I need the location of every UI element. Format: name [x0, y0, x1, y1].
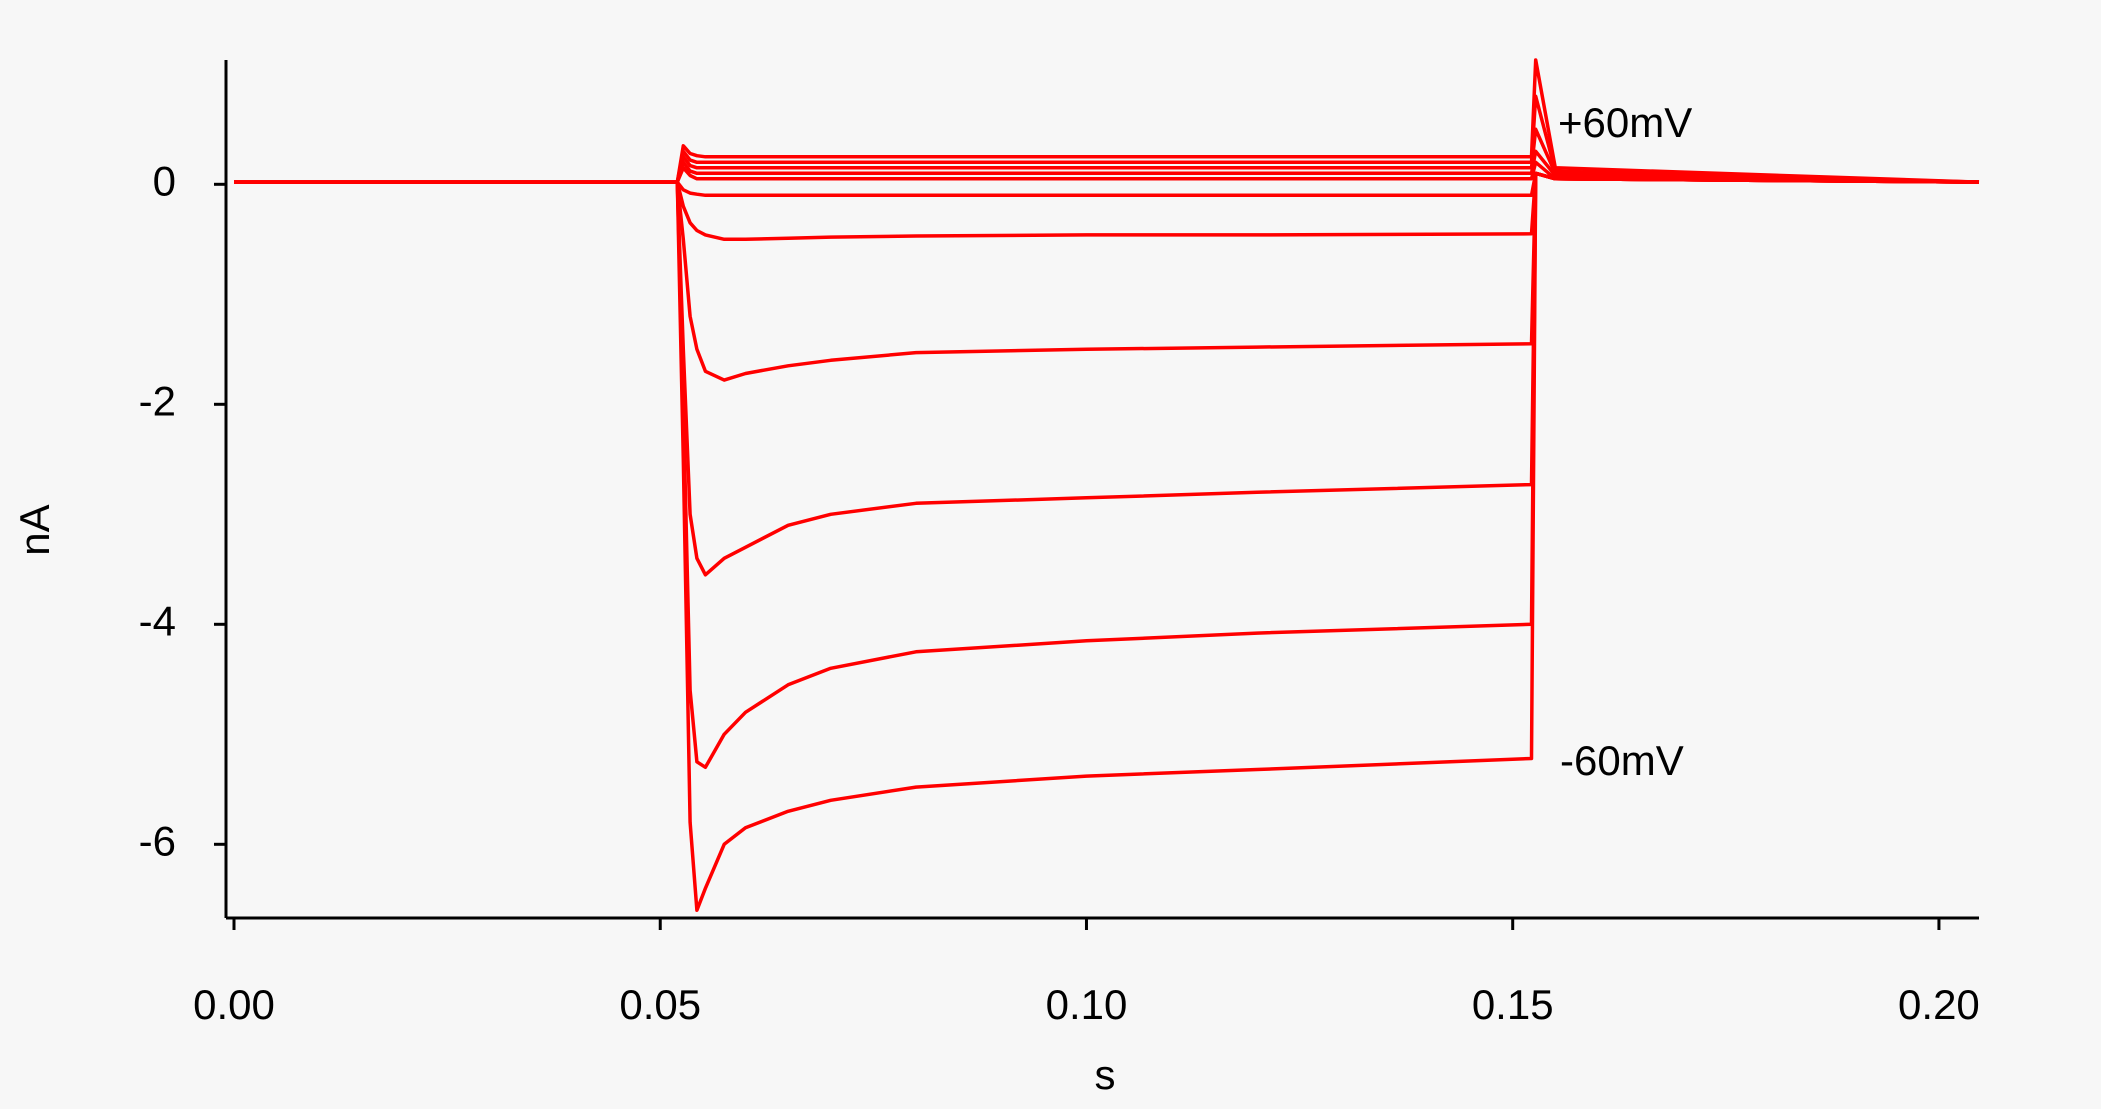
- annotation: +60mV: [1558, 99, 1692, 146]
- x-tick-label: 0.00: [193, 981, 275, 1028]
- x-tick-label: 0.20: [1898, 981, 1980, 1028]
- trace: [234, 58, 1980, 184]
- trace: [234, 171, 1980, 577]
- y-tick-label: -2: [139, 377, 176, 424]
- trace: [234, 171, 1980, 382]
- y-tick-label: -4: [139, 597, 176, 644]
- x-axis-label: s: [1095, 1051, 1116, 1098]
- x-tick-label: 0.10: [1046, 981, 1128, 1028]
- annotation: -60mV: [1560, 737, 1684, 784]
- x-tick-label: 0.15: [1472, 981, 1554, 1028]
- y-tick-label: 0: [153, 157, 176, 204]
- x-tick-label: 0.05: [619, 981, 701, 1028]
- y-tick-label: -6: [139, 817, 176, 864]
- trace: [234, 171, 1980, 198]
- y-axis-label: nA: [11, 504, 58, 555]
- trace: [234, 171, 1980, 242]
